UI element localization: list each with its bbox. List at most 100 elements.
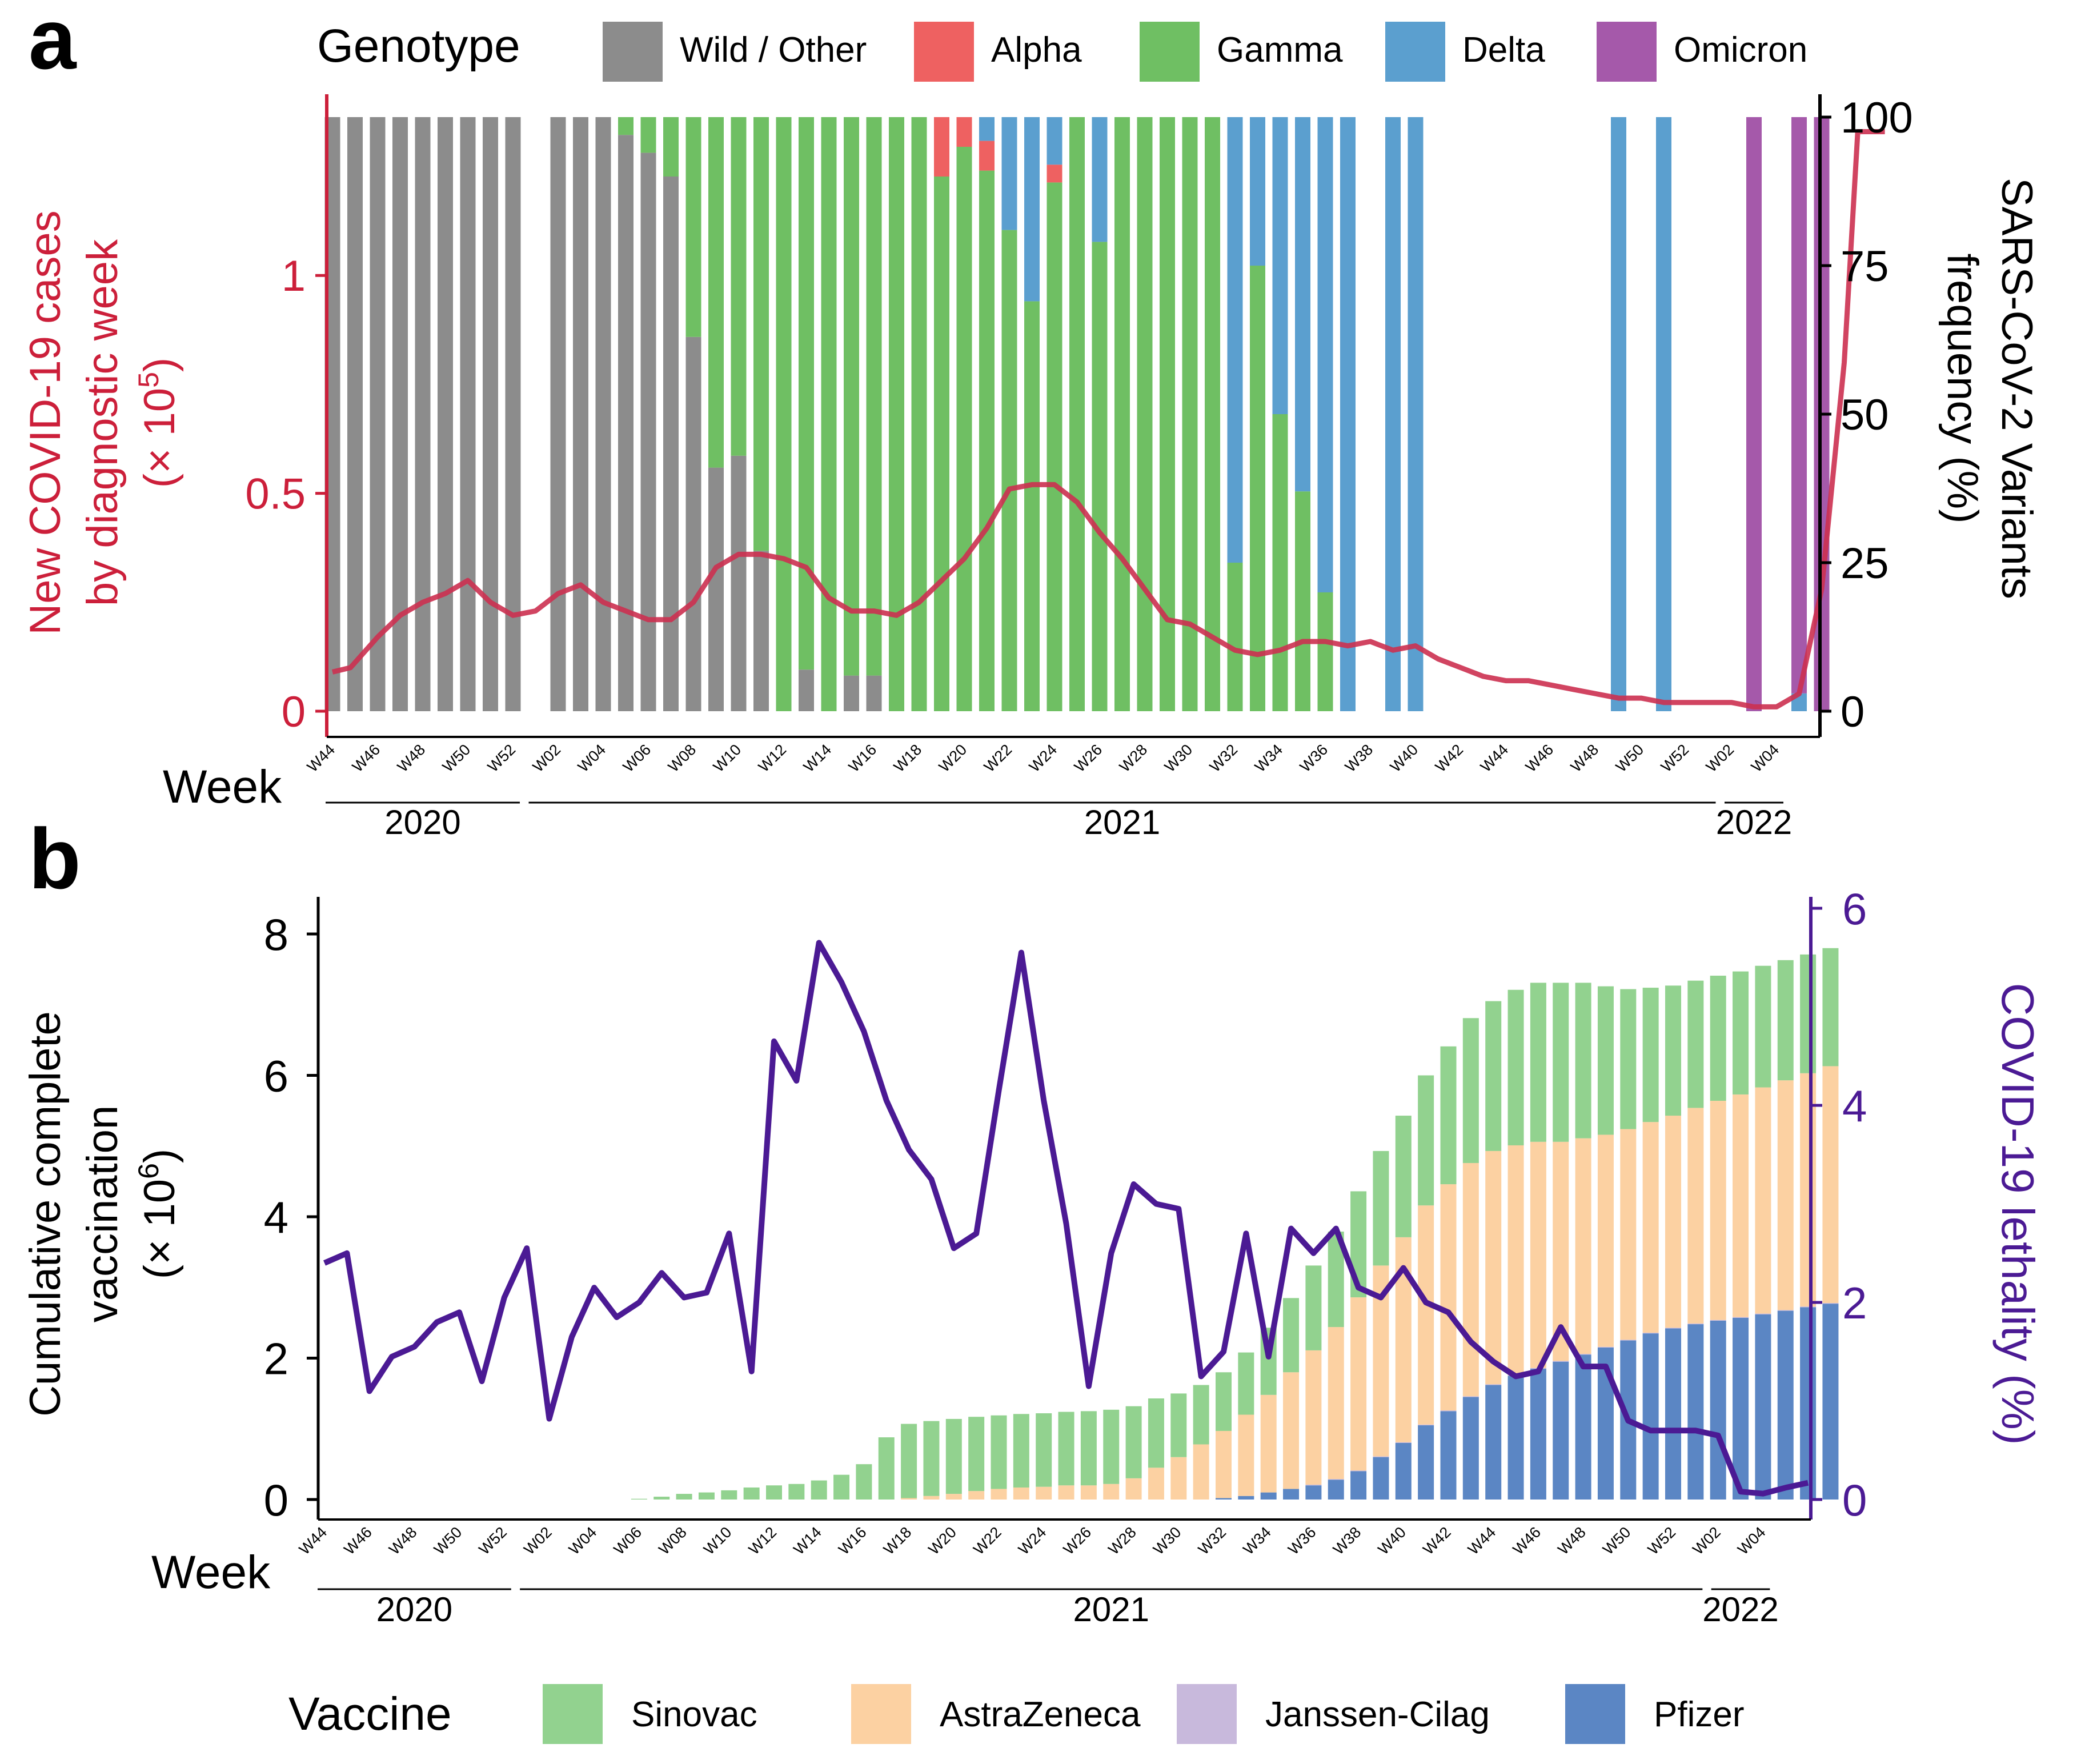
- panel-b-right-tick-label: 2: [1842, 1278, 1867, 1328]
- vaccine-bar-sinovac-w47: [1373, 1150, 1389, 1266]
- week-tick-label: W04: [566, 1524, 600, 1558]
- vaccine-bar-astrazeneca-w51: [1462, 1162, 1479, 1397]
- variant-bar-gamma-w26: [911, 117, 927, 711]
- week-tick-label: W16: [835, 1524, 869, 1558]
- panel-a-left-axis-title: New COVID-19 cases by diagnostic week (×…: [21, 210, 184, 635]
- year-label-2022: 2022: [1702, 1590, 1778, 1629]
- week-tick-label: W52: [484, 741, 519, 775]
- variant-bar-delta-w43: [1295, 117, 1310, 492]
- vaccine-bar-sinovac-w65: [1777, 960, 1794, 1081]
- variant-bar-wild-w5: [438, 117, 453, 711]
- vaccine-bar-astrazeneca-w64: [1755, 1087, 1771, 1314]
- vaccine-bar-astrazeneca-w61: [1687, 1108, 1704, 1324]
- panel-a-left-title-close: ): [135, 358, 184, 372]
- panel-b-left-title-line2: vaccination: [78, 1105, 127, 1322]
- vaccine-bar-pfizer-w52: [1485, 1385, 1502, 1500]
- vaccine-bar-janssen-w46: [1350, 1470, 1367, 1472]
- variant-bar-delta-w32: [1047, 117, 1062, 165]
- vaccine-bar-sinovac-w35: [1103, 1409, 1120, 1484]
- vaccine-bar-sinovac-w59: [1642, 988, 1659, 1122]
- week-tick-label: W52: [1645, 1524, 1679, 1558]
- panel-b-right-tick-label: 0: [1842, 1475, 1867, 1525]
- legend-swatch-sinovac: [543, 1684, 603, 1744]
- variant-bar-wild-w13: [618, 135, 633, 711]
- vaccine-bar-sinovac-w26: [901, 1424, 917, 1498]
- variant-bar-delta-w40: [1227, 117, 1243, 563]
- panel-a-right-tick-label: 50: [1841, 391, 1889, 439]
- vaccine-bar-sinovac-w52: [1485, 1001, 1502, 1151]
- legend-swatch-alpha: [914, 22, 974, 82]
- week-tick-label: W50: [431, 1524, 465, 1558]
- week-tick-label: W24: [1026, 741, 1060, 775]
- vaccine-bar-pfizer-w64: [1755, 1314, 1771, 1500]
- vaccine-bar-sinovac-w44: [1305, 1265, 1322, 1350]
- week-tick-label: W18: [891, 741, 925, 775]
- panel-b-label: b: [29, 811, 81, 907]
- vaccine-bar-sinovac-w51: [1462, 1018, 1479, 1163]
- panel-a-cases-line: [331, 129, 1885, 709]
- week-tick-label: W42: [1420, 1524, 1454, 1558]
- vaccine-bar-astrazeneca-w43: [1283, 1372, 1300, 1489]
- panel-a-legend: Genotype Wild / Other Alpha Gamma Delta Omic…: [317, 20, 1807, 82]
- variant-bar-delta-w34: [1092, 117, 1108, 242]
- panel-a-legend-title: Genotype: [317, 20, 520, 72]
- week-tick-label: W48: [386, 1524, 420, 1558]
- variant-bar-delta-w57: [1611, 117, 1626, 711]
- variant-bar-wild-w24: [866, 675, 882, 711]
- week-tick-label: W22: [981, 741, 1015, 775]
- variant-bar-gamma-w33: [1069, 117, 1085, 711]
- panel-b-right-tick-label: 6: [1842, 884, 1867, 934]
- vaccine-bar-astrazeneca-w66: [1800, 1073, 1817, 1307]
- vaccine-bar-astrazeneca-w56: [1575, 1138, 1591, 1354]
- variant-bar-delta-w31: [1024, 117, 1040, 302]
- vaccine-bar-pfizer-w55: [1553, 1361, 1569, 1500]
- variant-bar-wild-w21: [799, 669, 814, 711]
- legend-label-omicron: Omicron: [1674, 30, 1807, 70]
- vaccine-bar-sinovac-w27: [923, 1421, 940, 1496]
- vaccine-bar-astrazeneca-w40: [1216, 1430, 1232, 1498]
- week-tick-label: W20: [925, 1524, 960, 1558]
- week-tick-label: W32: [1206, 741, 1241, 775]
- week-tick-label: W06: [611, 1524, 645, 1558]
- year-label-2021: 2021: [1084, 803, 1160, 841]
- variant-bar-gamma-w24: [866, 117, 882, 676]
- vaccine-bar-sinovac-w25: [878, 1437, 895, 1500]
- vaccine-bar-sinovac-w22: [811, 1480, 827, 1500]
- variant-bar-delta-w41: [1250, 117, 1265, 266]
- panel-b-left-tick-label: 6: [264, 1051, 288, 1101]
- variant-bar-wild-w2: [370, 117, 386, 711]
- week-tick-label: W14: [790, 1524, 824, 1558]
- vaccine-bar-astrazeneca-w50: [1440, 1184, 1457, 1411]
- vaccine-bar-astrazeneca-w37: [1148, 1468, 1164, 1500]
- vaccine-bar-pfizer-w61: [1687, 1324, 1704, 1500]
- vaccine-bar-sinovac-w41: [1238, 1352, 1254, 1415]
- lethality-line-path: [323, 940, 1809, 1497]
- variant-bar-delta-w45: [1340, 117, 1356, 711]
- vaccine-bar-astrazeneca-w26: [901, 1498, 917, 1500]
- variant-bar-delta-w48: [1408, 117, 1424, 711]
- variant-bar-omicron-w65: [1791, 117, 1807, 693]
- vaccine-bar-pfizer-w47: [1373, 1457, 1389, 1500]
- vaccine-bar-sinovac-w58: [1620, 989, 1637, 1129]
- vaccine-bar-sinovac-w48: [1395, 1116, 1412, 1237]
- vaccine-bar-pfizer-w49: [1418, 1425, 1434, 1500]
- vaccine-bar-sinovac-w39: [1193, 1385, 1209, 1445]
- week-tick-label: W16: [845, 741, 880, 775]
- legend-swatch-pfizer: [1565, 1684, 1625, 1744]
- vaccine-bar-pfizer-w40: [1216, 1498, 1232, 1500]
- week-tick-label: W28: [1116, 741, 1150, 775]
- vaccine-bar-astrazeneca-w54: [1530, 1141, 1546, 1368]
- vaccine-bar-sinovac-w49: [1418, 1075, 1434, 1206]
- legend-label-pfizer: Pfizer: [1654, 1695, 1744, 1734]
- week-tick-label: W20: [936, 741, 970, 775]
- panel-b-left-title-unit: (× 10: [135, 1179, 184, 1279]
- vaccine-bar-pfizer-w54: [1530, 1369, 1546, 1500]
- panel-b-axes: 0 2 4 6 8 0 2 4 6: [264, 884, 1867, 1525]
- week-tick-label: W40: [1375, 1524, 1409, 1558]
- vaccine-bar-pfizer-w66: [1800, 1307, 1817, 1500]
- week-tick-label: W08: [655, 1524, 689, 1558]
- vaccine-bar-astrazeneca-w58: [1620, 1129, 1637, 1340]
- variant-bar-gamma-w14: [640, 117, 656, 153]
- panel-b-week-label: Week: [151, 1546, 271, 1598]
- year-label-2021: 2021: [1073, 1590, 1149, 1629]
